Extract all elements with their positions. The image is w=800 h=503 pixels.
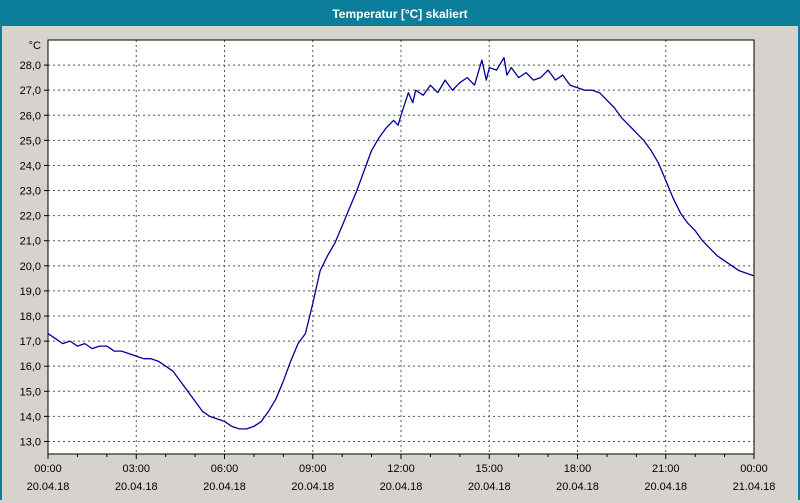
y-axis-unit-label: °C (29, 40, 41, 52)
svg-text:27,0: 27,0 (20, 85, 41, 97)
svg-text:20.04.18: 20.04.18 (115, 481, 158, 493)
svg-text:03:00: 03:00 (122, 463, 150, 475)
svg-text:15:00: 15:00 (475, 463, 503, 475)
svg-text:21.04.18: 21.04.18 (733, 481, 776, 493)
svg-text:20.04.18: 20.04.18 (644, 481, 687, 493)
svg-text:20.04.18: 20.04.18 (27, 481, 70, 493)
svg-text:20.04.18: 20.04.18 (468, 481, 511, 493)
x-axis-date-labels: 20.04.18 20.04.18 20.04.18 20.04.18 20.04.18… (27, 481, 776, 493)
svg-text:20.04.18: 20.04.18 (291, 481, 334, 493)
svg-text:18:00: 18:00 (564, 463, 592, 475)
temperature-series-line (47, 56, 755, 430)
window-title: Temperatur [°C] skaliert (332, 7, 468, 21)
svg-text:14,0: 14,0 (20, 411, 41, 423)
svg-text:26,0: 26,0 (20, 110, 41, 122)
svg-text:22,0: 22,0 (20, 211, 41, 223)
svg-text:06:00: 06:00 (211, 463, 239, 475)
gridlines (48, 40, 754, 454)
plot-border (47, 39, 755, 455)
window-titlebar: Temperatur [°C] skaliert (2, 2, 798, 26)
temperature-line-chart: 13,0 14,0 15,0 16,0 17,0 18,0 19,0 20,0 21,0 22,0… (20, 39, 776, 493)
svg-text:23,0: 23,0 (20, 186, 41, 198)
svg-text:20.04.18: 20.04.18 (380, 481, 423, 493)
svg-text:28,0: 28,0 (20, 60, 41, 72)
svg-text:20.04.18: 20.04.18 (556, 481, 599, 493)
svg-text:17,0: 17,0 (20, 336, 41, 348)
svg-text:24,0: 24,0 (20, 160, 41, 172)
svg-text:25,0: 25,0 (20, 135, 41, 147)
x-axis-time-labels: 00:00 03:00 06:00 09:00 12:00 15:00 18:00 21:00… (34, 463, 768, 475)
svg-text:00:00: 00:00 (34, 463, 62, 475)
y-axis-labels: 13,0 14,0 15,0 16,0 17,0 18,0 19,0 20,0 21,0 22,0… (20, 60, 41, 448)
svg-text:20,0: 20,0 (20, 261, 41, 273)
chart-area: 13,0 14,0 15,0 16,0 17,0 18,0 19,0 20,0 21,0 22,0… (2, 26, 798, 503)
svg-text:19,0: 19,0 (20, 286, 41, 298)
svg-text:12:00: 12:00 (387, 463, 415, 475)
svg-text:18,0: 18,0 (20, 311, 41, 323)
svg-text:00:00: 00:00 (740, 463, 768, 475)
svg-text:21:00: 21:00 (652, 463, 680, 475)
svg-text:13,0: 13,0 (20, 436, 41, 448)
svg-text:09:00: 09:00 (299, 463, 327, 475)
svg-text:16,0: 16,0 (20, 361, 41, 373)
svg-text:15,0: 15,0 (20, 386, 41, 398)
svg-text:21,0: 21,0 (20, 236, 41, 248)
svg-text:20.04.18: 20.04.18 (203, 481, 246, 493)
